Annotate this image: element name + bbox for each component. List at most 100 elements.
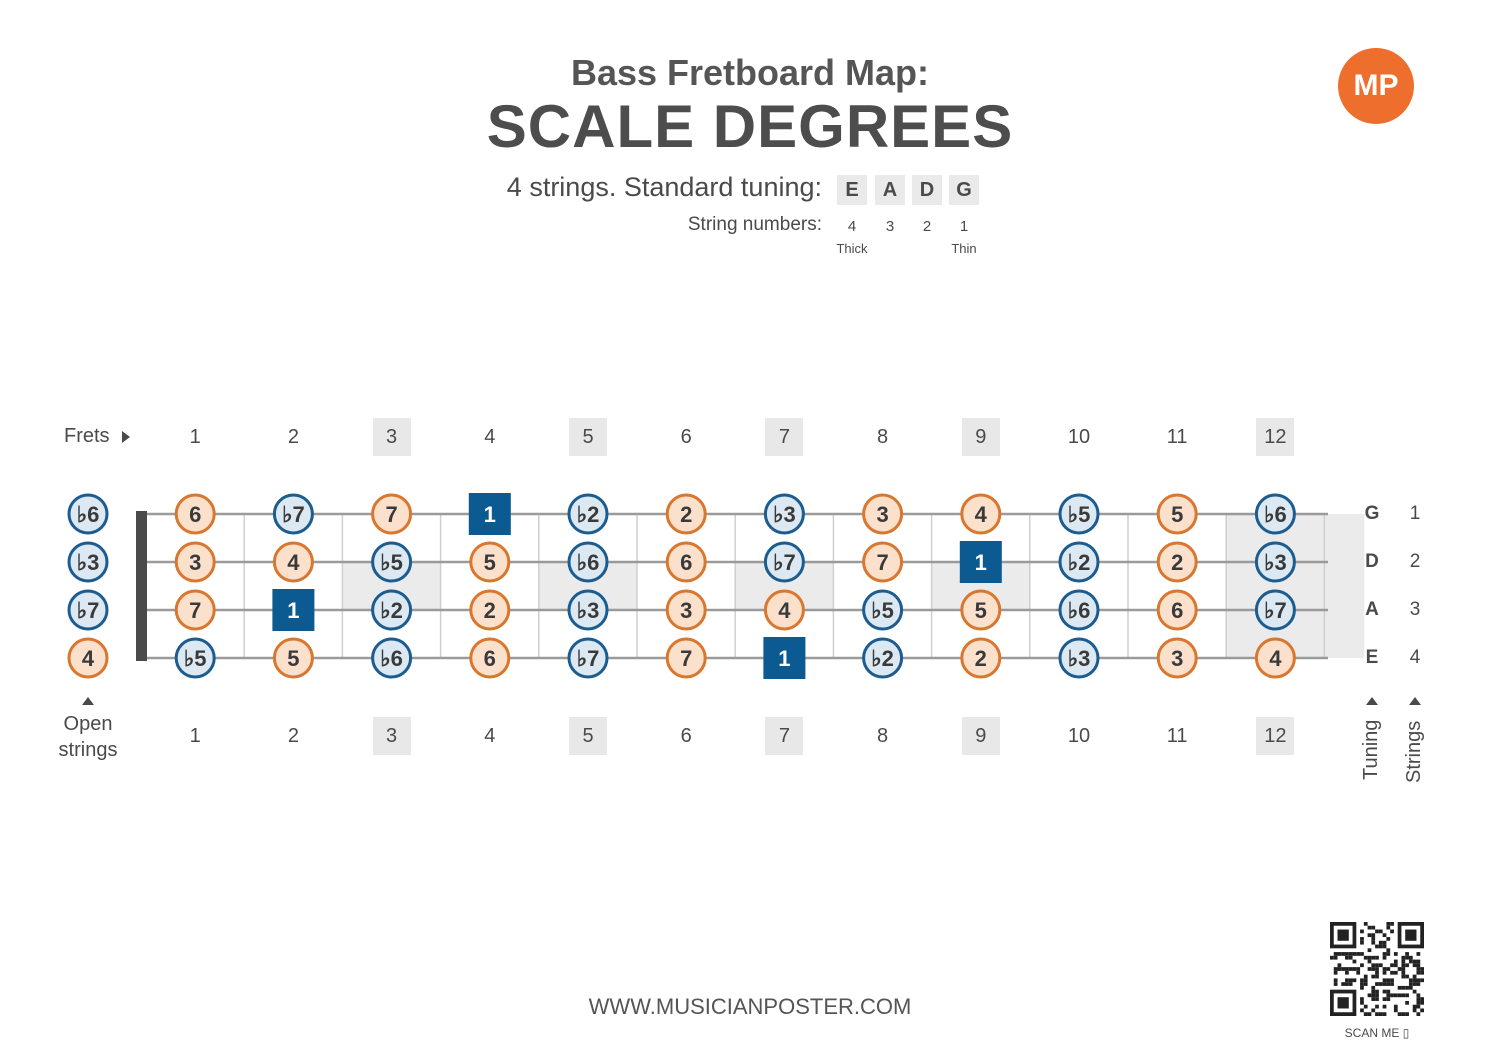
string-number: 3 bbox=[885, 218, 895, 235]
natural-degree-circle bbox=[272, 541, 314, 583]
scale-degree-label: 1 bbox=[778, 646, 790, 671]
qr-module bbox=[1390, 970, 1394, 975]
qr-module bbox=[1412, 978, 1417, 983]
flat-degree-circle bbox=[1254, 589, 1296, 631]
qr-module bbox=[1337, 952, 1342, 956]
fret-number: 8 bbox=[877, 724, 889, 747]
qr-module bbox=[1412, 959, 1417, 964]
thick-label: Thick bbox=[836, 241, 868, 256]
qr-module bbox=[1333, 978, 1338, 983]
qr-module bbox=[1375, 993, 1379, 998]
website-link[interactable]: WWW.MUSICIANPOSTER.COM bbox=[588, 994, 912, 1019]
qr-module bbox=[1416, 963, 1421, 968]
scale-degree-label: 3 bbox=[680, 598, 692, 623]
natural-degree-circle bbox=[469, 541, 511, 583]
qr-module bbox=[1408, 959, 1413, 964]
tuning-note-g: G bbox=[949, 175, 979, 205]
fret-number: 11 bbox=[1166, 724, 1188, 747]
phone-icon: ▯ bbox=[1402, 1026, 1410, 1040]
scale-degree-label: 5 bbox=[287, 646, 299, 671]
qr-module bbox=[1386, 952, 1391, 956]
qr-module bbox=[1397, 993, 1402, 998]
frets-label-text: Frets bbox=[64, 425, 110, 447]
scale-degree-label: 2 bbox=[1171, 550, 1183, 575]
qr-module bbox=[1386, 982, 1391, 986]
qr-module bbox=[1371, 963, 1376, 968]
qr-module bbox=[1375, 1004, 1379, 1009]
scale-degree-label: 6 bbox=[680, 550, 692, 575]
qr-module bbox=[1386, 948, 1391, 953]
fret-number: 7 bbox=[765, 418, 804, 456]
qr-module bbox=[1416, 1004, 1421, 1009]
qr-module bbox=[1386, 922, 1391, 926]
open-strings-label: Open strings bbox=[38, 711, 138, 763]
natural-degree-circle bbox=[960, 589, 1002, 631]
qr-module bbox=[1333, 982, 1338, 986]
qr-module bbox=[1378, 929, 1383, 934]
scale-degree-label: ♭6 bbox=[1264, 502, 1287, 527]
scale-degree-label: 7 bbox=[680, 646, 692, 671]
frets-label: Frets bbox=[64, 425, 110, 448]
qr-module bbox=[1348, 952, 1353, 956]
qr-module bbox=[1412, 963, 1417, 968]
scale-degree-label: ♭7 bbox=[577, 646, 600, 671]
qr-module bbox=[1348, 967, 1353, 971]
flat-degree-circle bbox=[567, 589, 609, 631]
qr-module bbox=[1371, 997, 1376, 1001]
scale-degree-label: 3 bbox=[1171, 646, 1183, 671]
qr-module bbox=[1416, 1000, 1421, 1005]
fret-number: 5 bbox=[569, 717, 607, 755]
flat-degree-circle bbox=[371, 637, 413, 679]
qr-code[interactable] bbox=[1330, 922, 1424, 1016]
scan-me-label: SCAN ME ▯ bbox=[1330, 1026, 1424, 1040]
qr-module bbox=[1360, 963, 1364, 968]
qr-module bbox=[1363, 922, 1368, 926]
qr-module bbox=[1390, 993, 1394, 998]
scale-degree-label: ♭2 bbox=[577, 502, 600, 527]
flat-degree-circle bbox=[1058, 637, 1100, 679]
qr-module bbox=[1333, 952, 1338, 956]
fret-number: 10 bbox=[1067, 425, 1091, 448]
qr-module bbox=[1393, 993, 1398, 998]
fret-number: 1 bbox=[189, 425, 201, 448]
qr-module bbox=[1412, 989, 1417, 994]
scale-degree-label: 3 bbox=[876, 502, 888, 527]
fret-number: 7 bbox=[765, 717, 804, 755]
scale-degree-label: 5 bbox=[975, 598, 987, 623]
qr-module bbox=[1401, 963, 1406, 968]
qr-module bbox=[1405, 993, 1409, 998]
qr-module bbox=[1360, 985, 1364, 990]
qr-module bbox=[1416, 952, 1421, 956]
qr-module bbox=[1382, 952, 1387, 956]
qr-module bbox=[1352, 967, 1357, 971]
natural-degree-circle bbox=[960, 493, 1002, 535]
qr-module bbox=[1412, 1004, 1417, 1009]
qr-module bbox=[1375, 970, 1379, 975]
qr-module bbox=[1375, 989, 1379, 994]
qr-module bbox=[1382, 1004, 1387, 1009]
fret-number: 2 bbox=[287, 724, 299, 747]
brand-logo[interactable]: MP bbox=[1338, 48, 1414, 124]
qr-module bbox=[1390, 963, 1394, 968]
qr-module bbox=[1393, 1008, 1398, 1013]
scale-degree-label: 7 bbox=[385, 502, 397, 527]
qr-module bbox=[1375, 1012, 1379, 1016]
root-note-marker bbox=[272, 589, 315, 631]
qr-module bbox=[1405, 955, 1409, 960]
string-tuning-label: D bbox=[1365, 551, 1379, 572]
string-tuning-label: G bbox=[1364, 503, 1380, 524]
arrow-right-icon bbox=[122, 431, 130, 443]
flat-degree-circle bbox=[371, 541, 413, 583]
flat-degree-circle bbox=[1058, 493, 1100, 535]
natural-degree-circle bbox=[174, 493, 216, 535]
flat-degree-circle bbox=[272, 493, 314, 535]
qr-module bbox=[1360, 997, 1364, 1001]
qr-module bbox=[1393, 970, 1398, 975]
qr-module bbox=[1360, 1008, 1364, 1013]
qr-module bbox=[1408, 955, 1413, 960]
qr-module bbox=[1337, 967, 1342, 971]
fret-number: 6 bbox=[680, 425, 692, 448]
qr-module bbox=[1371, 925, 1376, 930]
qr-module bbox=[1371, 985, 1376, 990]
